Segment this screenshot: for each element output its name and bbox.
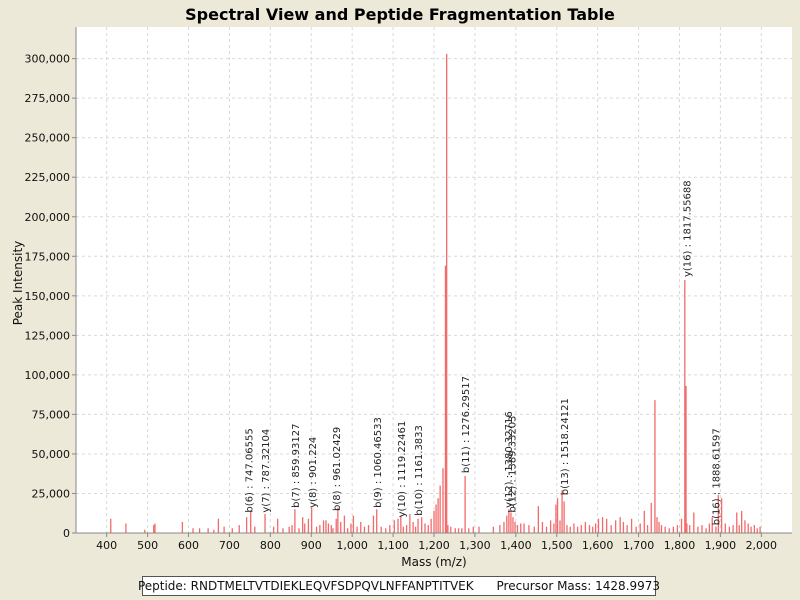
y-tick-label: 200,000 — [25, 211, 71, 224]
x-tick-label: 700 — [219, 539, 240, 552]
peak-annotation: b(12) : 1389.33203 — [507, 416, 518, 513]
y-tick-label: 300,000 — [25, 53, 71, 66]
x-tick-label: 1,500 — [541, 539, 573, 552]
y-tick-label: 50,000 — [32, 448, 71, 461]
peak-annotation: b(11) : 1276.29517 — [461, 376, 472, 473]
x-tick-label: 900 — [301, 539, 322, 552]
x-tick-label: 500 — [137, 539, 158, 552]
peak-annotation: b(7) : 859.93127 — [291, 424, 302, 508]
y-tick-label: 25,000 — [32, 487, 71, 500]
precursor-label: Precursor Mass: — [496, 579, 592, 593]
x-axis-label: Mass (m/z) — [401, 555, 466, 569]
peptide-info-box: Peptide: RNDTMELTVTDIEKLEQVFSDPQVLNFFANP… — [138, 576, 660, 596]
x-ticks: 400 500 600 700 800 900 1,000 1,100 1,200 1,300 1,… — [96, 533, 777, 552]
x-tick-label: 800 — [260, 539, 281, 552]
x-tick-label: 1,900 — [705, 539, 737, 552]
x-tick-label: 2,000 — [746, 539, 778, 552]
y-tick-label: 0 — [63, 527, 70, 540]
peak-annotation: y(8) : 901.224 — [308, 437, 319, 508]
y-tick-label: 250,000 — [25, 132, 71, 145]
peak-annotation: b(8) : 961.02429 — [332, 427, 343, 511]
annotations: b(6) : 747.06555 y(7) : 787.32104 b(7) : 8… — [245, 180, 723, 525]
x-tick-label: 1,600 — [582, 539, 614, 552]
x-tick-label: 1,700 — [623, 539, 655, 552]
peak-annotation: y(12) : 1380.32716 — [504, 411, 515, 508]
y-tick-label: 225,000 — [25, 171, 71, 184]
y-tick-label: 125,000 — [25, 329, 71, 342]
x-tick-label: 1,400 — [500, 539, 532, 552]
x-tick-label: 400 — [96, 539, 117, 552]
peaks — [110, 53, 761, 533]
x-tick-label: 1,100 — [377, 539, 409, 552]
peak-annotation: b(6) : 747.06555 — [245, 428, 256, 512]
peptide-label: Peptide: — [137, 579, 187, 593]
x-tick-label: 1,800 — [664, 539, 696, 552]
peak-annotation: b(16) : 1888.61597 — [712, 428, 723, 525]
precursor-mass: 1428.9973 — [595, 579, 661, 593]
peak-annotation: b(9) : 1060.46533 — [373, 417, 384, 508]
y-tick-label: 175,000 — [25, 250, 71, 263]
peak-annotation: y(10) : 1119.22461 — [397, 421, 408, 518]
y-tick-label: 275,000 — [25, 92, 71, 105]
y-tick-label: 150,000 — [25, 290, 71, 303]
y-tick-label: 75,000 — [32, 408, 71, 421]
grid — [76, 27, 792, 533]
peak-annotation: b(13) : 1518.24121 — [560, 398, 571, 495]
peptide-sequence: RNDTMELTVTDIEKLEQVFSDPQVLNFFANPTITVEK — [190, 579, 474, 593]
x-tick-label: 1,200 — [418, 539, 450, 552]
peak-annotation: b(10) : 1161.3833 — [414, 425, 425, 516]
x-tick-label: 600 — [178, 539, 199, 552]
x-tick-label: 1,000 — [336, 539, 368, 552]
peak-annotation: y(7) : 787.32104 — [261, 429, 272, 513]
y-tick-label: 100,000 — [25, 369, 71, 382]
chart-title: Spectral View and Peptide Fragmentation … — [185, 5, 615, 24]
x-tick-label: 1,300 — [459, 539, 491, 552]
y-ticks: 0 25,000 50,000 75,000 100,000 125,000 150,000… — [25, 53, 76, 540]
peak-annotation: y(16) : 1817.55688 — [683, 180, 694, 277]
y-axis-label: Peak Intensity — [11, 241, 25, 326]
